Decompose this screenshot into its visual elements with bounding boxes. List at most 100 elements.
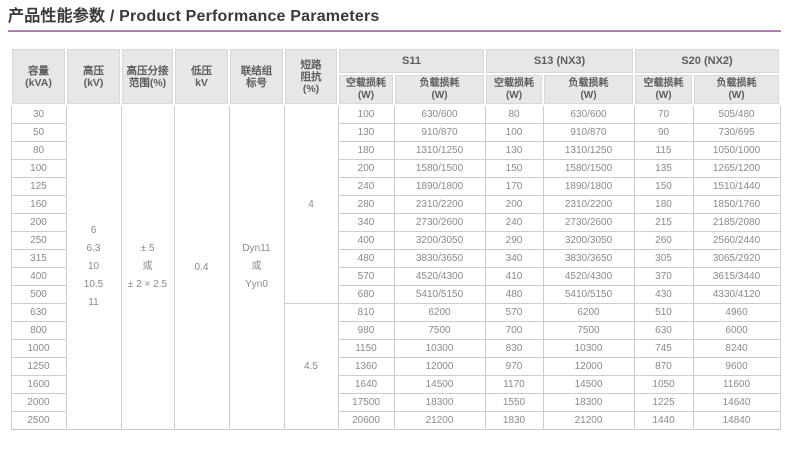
s20-no-load-cell: 870 [633, 356, 694, 376]
table-row: 2000 17500 18300 1550 18300 1225 14640 [10, 392, 781, 412]
s20-no-load-cell: 1225 [633, 392, 694, 412]
column-header-load-loss: 负载损耗 (W) [692, 73, 782, 106]
s20-load-cell: 1510/1440 [692, 176, 781, 196]
s20-load-cell: 11600 [692, 374, 781, 394]
column-header-capacity: 容量 (kVA) [10, 47, 67, 106]
s11-no-load-cell: 180 [337, 140, 395, 160]
page-title: 产品性能参数 / Product Performance Parameters [8, 8, 380, 25]
capacity-cell: 100 [10, 158, 67, 178]
header-group-row: 容量 (kVA) 高压 (kV) 高压分接 范围(%) 低压 kV 联结组 标号 短路 阻抗 (%) S1… [10, 47, 782, 106]
impedance-cell: 4 [283, 104, 339, 304]
capacity-cell: 1250 [10, 356, 67, 376]
column-header-load-loss: 负载损耗 (W) [393, 73, 486, 106]
s13-no-load-cell: 410 [484, 266, 544, 286]
capacity-cell: 200 [10, 212, 67, 232]
s20-load-cell: 1265/1200 [692, 158, 781, 178]
table-row: 1000 1150 10300 830 10300 745 8240 [10, 338, 781, 358]
s13-load-cell: 1580/1500 [542, 158, 635, 178]
s20-no-load-cell: 115 [633, 140, 694, 160]
s13-load-cell: 910/870 [542, 122, 635, 142]
s13-no-load-cell: 130 [484, 140, 544, 160]
table-row: 30 6 6.3 10 10.5 11 ± 5 或 ± 2 × 2.5 0.4 Dyn11 或 Yyn0… [10, 104, 781, 430]
s13-load-cell: 5410/5150 [542, 284, 635, 304]
s13-load-cell: 12000 [542, 356, 635, 376]
text-line: (W) [431, 89, 448, 101]
column-header-vector-group: 联结组 标号 [228, 47, 285, 106]
s20-no-load-cell: 150 [633, 176, 694, 196]
s11-load-cell: 12000 [393, 356, 486, 376]
s13-no-load-cell: 1550 [484, 392, 544, 412]
capacity-cell: 630 [10, 302, 67, 322]
s13-no-load-cell: 170 [484, 176, 544, 196]
text-line: (W) [728, 89, 745, 101]
s11-no-load-cell: 280 [337, 194, 395, 214]
s11-no-load-cell: 130 [337, 122, 395, 142]
text-line: 负载损耗 [568, 77, 609, 89]
text-line: 6.3 [86, 243, 101, 255]
s20-load-cell: 8240 [692, 338, 781, 358]
s13-no-load-cell: 290 [484, 230, 544, 250]
s11-load-cell: 3830/3650 [393, 248, 486, 268]
s11-load-cell: 1890/1800 [393, 176, 486, 196]
capacity-cell: 125 [10, 176, 67, 196]
s13-load-cell: 1890/1800 [542, 176, 635, 196]
s13-no-load-cell: 1170 [484, 374, 544, 394]
s13-load-cell: 7500 [542, 320, 635, 340]
s20-load-cell: 6000 [692, 320, 781, 340]
s11-no-load-cell: 480 [337, 248, 395, 268]
text-line: 低压 [191, 64, 212, 77]
s20-load-cell: 3615/3440 [692, 266, 781, 286]
s13-load-cell: 2730/2600 [542, 212, 635, 232]
capacity-cell: 50 [10, 122, 67, 142]
s13-load-cell: 10300 [542, 338, 635, 358]
column-header-no-load-loss: 空载损耗 (W) [337, 73, 395, 106]
s20-no-load-cell: 630 [633, 320, 694, 340]
table-row: 80 180 1310/1250 130 1310/1250 115 1050/1000 [10, 140, 781, 160]
text-line: 11 [88, 297, 99, 309]
impedance-cell: 4.5 [283, 302, 339, 430]
text-line: kV [195, 76, 208, 89]
s20-no-load-cell: 180 [633, 194, 694, 214]
s11-no-load-cell: 100 [337, 104, 395, 124]
s11-no-load-cell: 340 [337, 212, 395, 232]
s13-no-load-cell: 340 [484, 248, 544, 268]
text-line: Yyn0 [245, 279, 268, 291]
text-line: (kVA) [25, 76, 52, 89]
s20-load-cell: 3065/2920 [692, 248, 781, 268]
s20-no-load-cell: 370 [633, 266, 694, 286]
vector-group-cell: Dyn11 或 Yyn0 [228, 104, 285, 430]
text-line: 高压分接 [126, 64, 169, 77]
s20-load-cell: 1850/1760 [692, 194, 781, 214]
s13-load-cell: 630/600 [542, 104, 635, 124]
text-line: 10.5 [83, 279, 104, 291]
s11-no-load-cell: 1150 [337, 338, 395, 358]
performance-table: 容量 (kVA) 高压 (kV) 高压分接 范围(%) 低压 kV 联结组 标号 短路 阻抗 (%) S1… [10, 47, 782, 430]
header-sub-row: 空载损耗 (W) 负载损耗 (W) 空载损耗 (W) 负载损耗 (W) 空载损耗 (W) 负载损耗(… [11, 73, 782, 106]
s20-load-cell: 2560/2440 [692, 230, 781, 250]
s11-load-cell: 910/870 [393, 122, 486, 142]
s11-load-cell: 10300 [393, 338, 486, 358]
text-line: 容量 [28, 64, 49, 77]
text-line: 或 [251, 261, 262, 273]
capacity-cell: 400 [10, 266, 67, 286]
s13-load-cell: 3200/3050 [542, 230, 635, 250]
s20-no-load-cell: 1440 [633, 410, 694, 430]
s13-no-load-cell: 100 [484, 122, 544, 142]
s11-no-load-cell: 240 [337, 176, 395, 196]
s20-load-cell: 14640 [692, 392, 781, 412]
s20-load-cell: 4960 [692, 302, 781, 322]
s13-no-load-cell: 480 [484, 284, 544, 304]
series-group-header-1: S13 (NX3) [483, 47, 636, 75]
s11-load-cell: 6200 [393, 302, 486, 322]
capacity-cell: 160 [10, 194, 67, 214]
text-line: 联结组 [240, 64, 273, 77]
s11-load-cell: 5410/5150 [393, 284, 486, 304]
table-row: 1600 1640 14500 1170 14500 1050 11600 [10, 374, 781, 394]
s11-no-load-cell: 680 [337, 284, 395, 304]
s11-no-load-cell: 980 [337, 320, 395, 340]
s13-no-load-cell: 570 [484, 302, 544, 322]
text-line: (W) [357, 89, 375, 101]
text-line: 短路 [300, 58, 322, 71]
table-row: 125 240 1890/1800 170 1890/1800 150 1510/1440 [10, 176, 781, 196]
